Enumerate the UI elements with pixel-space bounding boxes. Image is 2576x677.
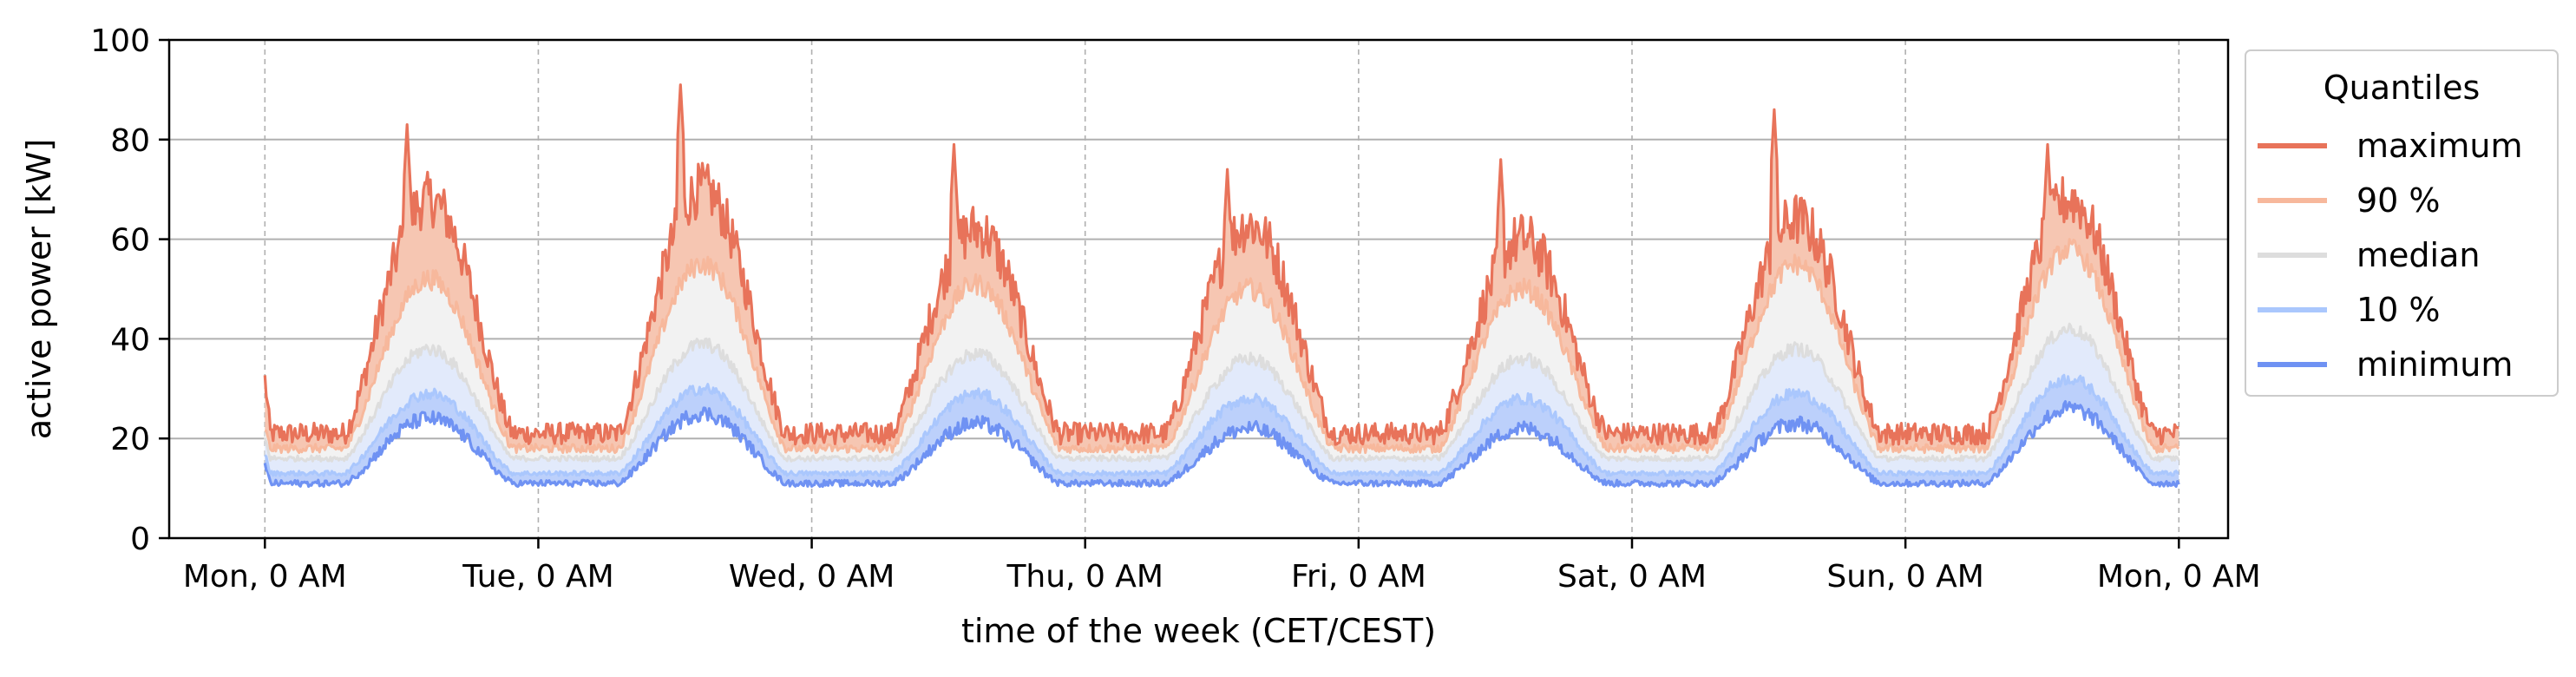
x-tick-label: Fri, 0 AM	[1291, 559, 1426, 595]
legend-entries: maximum 90 % median 10 % minimum	[2258, 127, 2522, 384]
legend-title: Quantiles	[2324, 69, 2481, 107]
y-axis-ticks: 0 20 40 60 80 100	[90, 23, 169, 557]
y-tick-label: 0	[130, 522, 150, 557]
x-tick-label: Mon, 0 AM	[2097, 559, 2261, 595]
legend-label: minimum	[2356, 345, 2513, 384]
x-tick-label: Sun, 0 AM	[1826, 559, 1983, 595]
legend-label: 10 %	[2356, 291, 2441, 329]
x-axis-label: time of the week (CET/CEST)	[961, 612, 1436, 650]
x-tick-label: Mon, 0 AM	[183, 559, 347, 595]
x-tick-label: Thu, 0 AM	[1006, 559, 1163, 595]
quantile-band	[265, 239, 2179, 462]
y-tick-label: 100	[90, 23, 150, 59]
plot-frame	[167, 38, 2230, 540]
series-line-maximum	[263, 83, 2179, 446]
series-lines	[263, 83, 2180, 489]
series-line-90	[264, 238, 2180, 455]
y-tick-label: 20	[110, 422, 150, 457]
quantile-band	[265, 375, 2179, 487]
x-axis-ticks: Mon, 0 AM Tue, 0 AM Wed, 0 AM Thu, 0 AM Fri,…	[183, 538, 2261, 595]
legend-label: maximum	[2356, 127, 2522, 165]
series-line-minimum	[263, 400, 2180, 489]
x-tick-label: Sat, 0 AM	[1557, 559, 1707, 595]
quantile-band	[265, 324, 2179, 477]
y-tick-label: 80	[110, 123, 150, 159]
y-axis-label: active power [kW]	[20, 139, 58, 439]
y-tick-label: 40	[110, 322, 150, 358]
quantile-bands	[265, 84, 2179, 487]
series-line-median	[263, 322, 2180, 463]
series-line-10	[264, 373, 2179, 477]
legend-label: median	[2356, 236, 2480, 274]
legend-label: 90 %	[2356, 181, 2441, 220]
x-tick-label: Tue, 0 AM	[462, 559, 613, 595]
x-tick-label: Wed, 0 AM	[729, 559, 895, 595]
y-tick-label: 60	[110, 223, 150, 259]
legend: Quantiles maximum 90 % median 10 % minimum	[2245, 49, 2559, 397]
